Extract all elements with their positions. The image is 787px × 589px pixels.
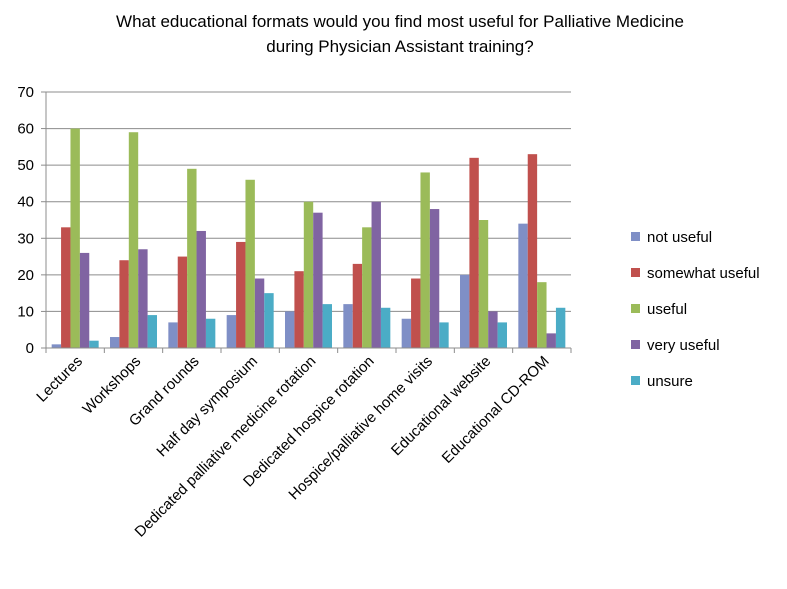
bar-useful: [128, 132, 139, 348]
y-tick-label: 20: [17, 267, 34, 284]
chart-title-line-2: during Physician Assistant training?: [266, 37, 533, 56]
bar-very-useful: [196, 230, 206, 348]
y-tick-label: 60: [17, 121, 34, 138]
legend-swatch: [631, 340, 640, 349]
y-tick-label: 0: [26, 340, 34, 357]
bar-very-useful: [371, 201, 381, 348]
x-category-label: Educational CD-ROM: [439, 353, 553, 467]
axis-lines: [45, 92, 571, 349]
legend-label: very useful: [647, 337, 720, 354]
bar-unsure: [264, 293, 274, 348]
bar-somewhat-useful: [177, 256, 188, 348]
bar-very-useful: [546, 333, 556, 348]
bar-unsure: [322, 304, 332, 348]
bars: [51, 128, 566, 348]
bar-unsure: [147, 315, 157, 348]
legend: not useful somewhat useful useful very usef…: [631, 229, 760, 390]
legend-swatch: [631, 232, 640, 241]
bar-unsure: [89, 340, 99, 348]
legend-swatch: [631, 304, 640, 313]
bar-useful: [362, 227, 372, 348]
bar-not-useful: [401, 318, 412, 348]
bar-not-useful: [343, 304, 353, 348]
legend-label: useful: [647, 301, 687, 318]
bar-somewhat-useful: [236, 241, 246, 348]
bar-very-useful: [488, 311, 498, 348]
bar-useful: [187, 168, 197, 348]
bar-useful: [245, 179, 255, 348]
bar-unsure: [497, 322, 507, 348]
y-tick-label: 10: [17, 303, 34, 320]
bar-not-useful: [168, 322, 178, 348]
x-category-label: Educational website: [388, 353, 494, 459]
chart-title: What educational formats would you find …: [116, 12, 684, 56]
bar-very-useful: [429, 209, 440, 348]
bar-not-useful: [285, 311, 295, 348]
legend-swatch: [631, 268, 640, 277]
bar-somewhat-useful: [411, 278, 421, 348]
y-tick-label: 40: [17, 194, 34, 211]
bar-useful: [70, 128, 80, 348]
legend-label: somewhat useful: [647, 265, 760, 282]
bar-useful: [420, 172, 430, 348]
y-tick-label: 30: [17, 230, 34, 247]
bar-somewhat-useful: [119, 260, 129, 348]
bar-unsure: [380, 307, 391, 348]
bar-somewhat-useful: [61, 227, 71, 348]
bar-very-useful: [79, 252, 90, 348]
bar-somewhat-useful: [469, 157, 479, 348]
bar-useful: [303, 201, 314, 348]
bar-not-useful: [460, 274, 470, 348]
bar-very-useful: [138, 249, 148, 348]
bar-somewhat-useful: [294, 271, 304, 348]
bar-not-useful: [110, 337, 120, 348]
legend-label: not useful: [647, 229, 712, 246]
y-tick-label: 70: [17, 84, 34, 101]
bar-somewhat-useful: [352, 263, 363, 348]
bar-very-useful: [254, 278, 265, 348]
y-tick-label: 50: [17, 157, 34, 174]
bar-unsure: [555, 307, 566, 348]
bar-not-useful: [51, 344, 62, 348]
x-category-label: Half day symposium: [153, 353, 261, 461]
bar-useful: [478, 220, 489, 348]
legend-label: unsure: [647, 373, 693, 390]
bar-not-useful: [518, 223, 528, 348]
x-category-label: Lectures: [33, 353, 86, 406]
legend-swatch: [631, 376, 640, 385]
bar-very-useful: [313, 212, 323, 348]
bar-somewhat-useful: [527, 154, 538, 348]
bar-unsure: [205, 318, 216, 348]
bar-useful: [537, 282, 547, 348]
y-axis: 0 10 20 30 40 50 60 70: [17, 84, 46, 357]
bar-not-useful: [226, 315, 237, 348]
bar-unsure: [439, 322, 449, 348]
chart-title-line-1: What educational formats would you find …: [116, 12, 684, 31]
